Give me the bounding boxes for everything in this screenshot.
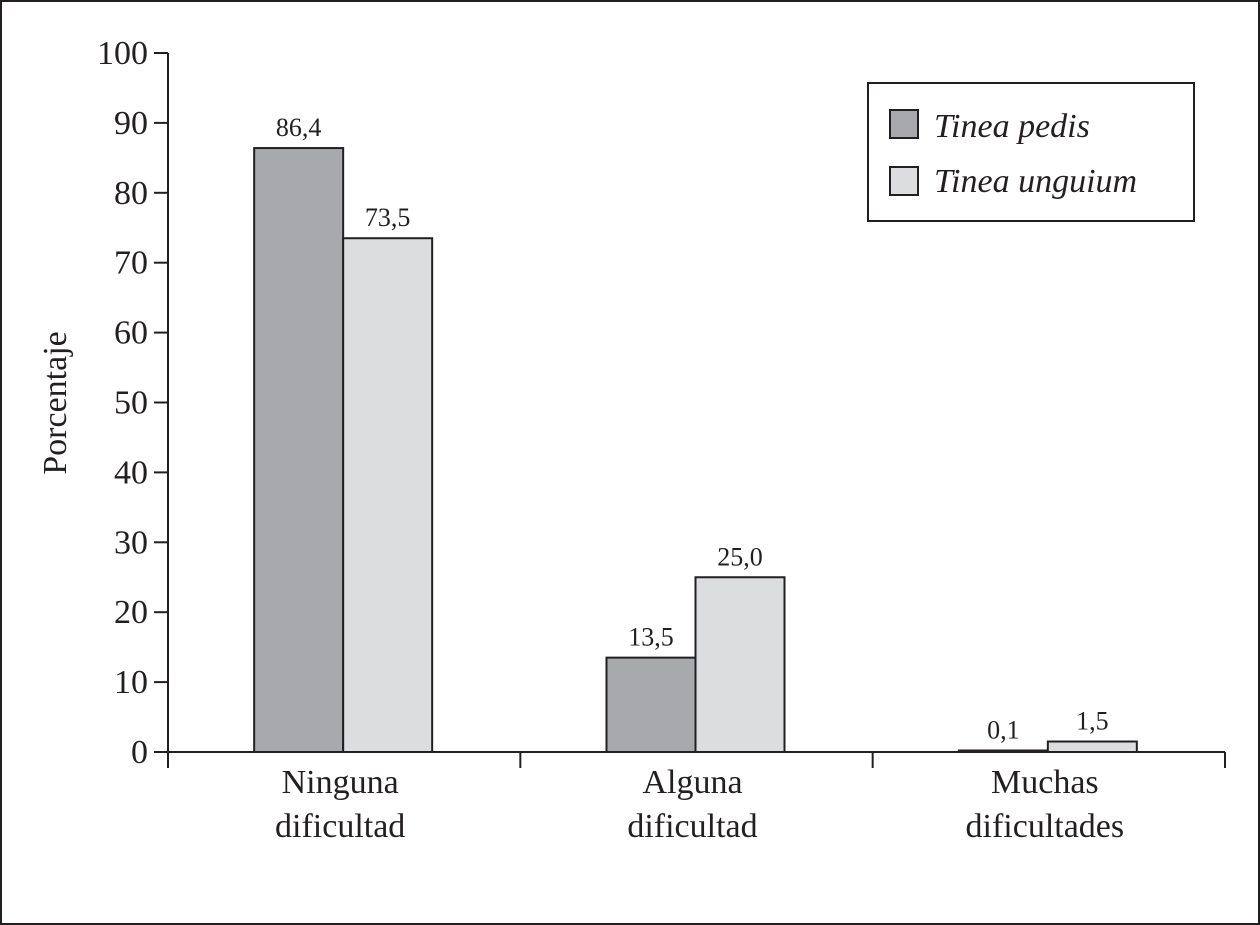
legend-label-tinea-unguium: Tinea unguium	[934, 163, 1137, 200]
y-tick-label: 20	[114, 594, 148, 631]
bar-tinea-pedis	[605, 656, 697, 754]
y-tick-label: 30	[114, 524, 148, 561]
bar-tinea-unguium	[694, 576, 786, 753]
bar-tinea-unguium	[1046, 740, 1138, 754]
y-tick-label: 10	[114, 664, 148, 701]
legend-label-tinea-pedis: Tinea pedis	[934, 108, 1090, 145]
x-category-label: Alguna	[642, 764, 742, 801]
x-category-label: Muchas	[991, 764, 1099, 801]
y-tick-label: 0	[131, 734, 148, 771]
x-category-label: dificultad	[275, 808, 405, 845]
legend-box	[867, 82, 1195, 222]
legend: Tinea pedis Tinea unguium	[867, 82, 1195, 222]
x-category-label: dificultad	[627, 808, 757, 845]
bar-tinea-pedis	[957, 749, 1049, 753]
y-tick-label: 60	[114, 315, 148, 352]
data-label: 86,4	[276, 113, 322, 142]
y-axis: 0 10 20 30 40 50 60 70 80 90 100	[97, 35, 169, 771]
data-label: 0,1	[987, 716, 1020, 745]
y-tick-label: 50	[114, 385, 148, 422]
y-tick-label: 40	[114, 454, 148, 491]
x-category-label: dificultades	[966, 808, 1125, 845]
y-tick-label: 70	[114, 245, 148, 282]
data-label: 13,5	[628, 623, 674, 652]
data-label: 1,5	[1076, 707, 1109, 736]
bar-tinea-unguium	[342, 237, 434, 754]
y-tick-label: 80	[114, 175, 148, 212]
data-labels: 86,4 73,5 13,5 25,0 0,1 1,5	[276, 113, 1109, 744]
data-label: 25,0	[717, 542, 763, 571]
y-tick-label: 100	[97, 35, 148, 72]
legend-swatch-tinea-unguium	[889, 166, 919, 196]
x-axis: Ninguna dificultad Alguna dificultad Muchas d…	[167, 751, 1226, 845]
bar-tinea-pedis	[253, 147, 345, 753]
legend-swatch-tinea-pedis	[889, 109, 919, 139]
y-axis-title: Porcentaje	[37, 331, 74, 475]
x-category-label: Ninguna	[282, 764, 399, 801]
data-label: 73,5	[365, 203, 411, 232]
bars	[253, 147, 1138, 754]
y-tick-label: 90	[114, 105, 148, 142]
